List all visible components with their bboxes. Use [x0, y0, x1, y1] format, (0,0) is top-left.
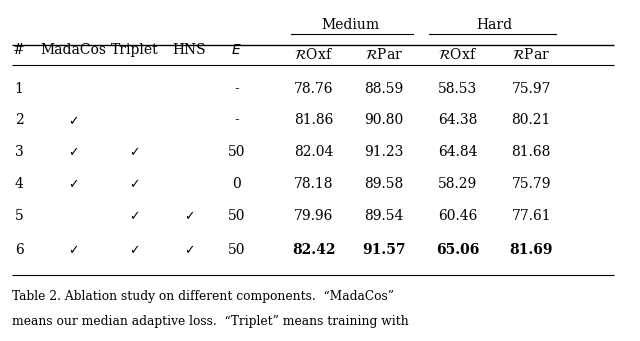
Text: -: -: [234, 113, 239, 128]
Text: 79.96: 79.96: [294, 208, 333, 223]
Text: 50: 50: [228, 145, 246, 159]
Text: MadaCos: MadaCos: [40, 43, 107, 57]
Text: 91.57: 91.57: [362, 242, 406, 257]
Text: 4: 4: [15, 177, 24, 191]
Text: 89.54: 89.54: [364, 208, 404, 223]
Text: 75.79: 75.79: [511, 177, 551, 191]
Text: $\checkmark$: $\checkmark$: [68, 114, 79, 127]
Text: Triplet: Triplet: [111, 43, 158, 57]
Text: $\checkmark$: $\checkmark$: [184, 243, 194, 256]
Text: 64.38: 64.38: [438, 113, 477, 128]
Text: -: -: [234, 81, 239, 96]
Text: 77.61: 77.61: [511, 208, 551, 223]
Text: 58.53: 58.53: [438, 81, 477, 96]
Text: $\mathcal{R}$Oxf: $\mathcal{R}$Oxf: [294, 47, 333, 62]
Text: 50: 50: [228, 242, 246, 257]
Text: $\checkmark$: $\checkmark$: [129, 146, 140, 159]
Text: 81.68: 81.68: [511, 145, 551, 159]
Text: 0: 0: [232, 177, 241, 191]
Text: $\checkmark$: $\checkmark$: [68, 177, 79, 190]
Text: $\checkmark$: $\checkmark$: [129, 243, 140, 256]
Text: Table 2. Ablation study on different components.  “MadaCos”: Table 2. Ablation study on different com…: [12, 290, 394, 303]
Text: 90.80: 90.80: [364, 113, 404, 128]
Text: HNS: HNS: [172, 43, 205, 57]
Text: 58.29: 58.29: [438, 177, 477, 191]
Text: 64.84: 64.84: [438, 145, 477, 159]
Text: 80.21: 80.21: [511, 113, 551, 128]
Text: $\checkmark$: $\checkmark$: [68, 146, 79, 159]
Text: Hard: Hard: [477, 17, 513, 32]
Text: $\mathcal{R}$Par: $\mathcal{R}$Par: [512, 47, 550, 62]
Text: 89.58: 89.58: [364, 177, 404, 191]
Text: $\checkmark$: $\checkmark$: [129, 177, 140, 190]
Text: means our median adaptive loss.  “Triplet” means training with: means our median adaptive loss. “Triplet…: [12, 315, 408, 328]
Text: $\checkmark$: $\checkmark$: [184, 209, 194, 222]
Text: 5: 5: [15, 208, 24, 223]
Text: 6: 6: [15, 242, 24, 257]
Text: $\checkmark$: $\checkmark$: [68, 243, 79, 256]
Text: 82.04: 82.04: [294, 145, 333, 159]
Text: Medium: Medium: [322, 17, 380, 32]
Text: 2: 2: [15, 113, 24, 128]
Text: $\mathcal{R}$Par: $\mathcal{R}$Par: [365, 47, 403, 62]
Text: 75.97: 75.97: [511, 81, 551, 96]
Text: 81.69: 81.69: [509, 242, 553, 257]
Text: 3: 3: [15, 145, 24, 159]
Text: $E$: $E$: [232, 43, 242, 57]
Text: 65.06: 65.06: [436, 242, 479, 257]
Text: 91.23: 91.23: [364, 145, 404, 159]
Text: 78.76: 78.76: [294, 81, 333, 96]
Text: 82.42: 82.42: [292, 242, 335, 257]
Text: 60.46: 60.46: [438, 208, 477, 223]
Text: 50: 50: [228, 208, 246, 223]
Text: 78.18: 78.18: [294, 177, 333, 191]
Text: 88.59: 88.59: [364, 81, 404, 96]
Text: $\mathcal{R}$Oxf: $\mathcal{R}$Oxf: [438, 47, 477, 62]
Text: 1: 1: [15, 81, 24, 96]
Text: 81.86: 81.86: [294, 113, 333, 128]
Text: $\checkmark$: $\checkmark$: [129, 209, 140, 222]
Text: #: #: [13, 43, 25, 57]
